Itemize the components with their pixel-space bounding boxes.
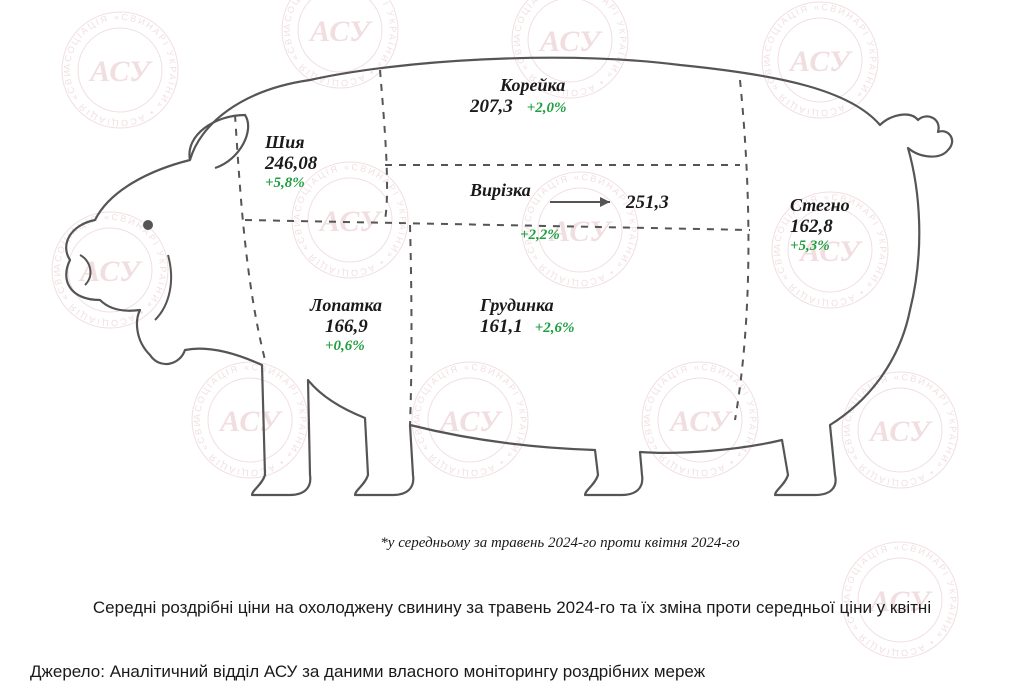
cut-shoulder: Лопатка 166,9 +0,6% xyxy=(310,295,382,355)
pig-eye xyxy=(143,220,153,230)
cut-loin-price: 207,3 xyxy=(470,96,513,117)
svg-text:АСОЦІАЦІЯ «СВИНАРІ УКРАЇНИ» •: АСОЦІАЦІЯ «СВИНАРІ УКРАЇНИ» • АСОЦІАЦІЯ … xyxy=(835,535,958,658)
cut-loin-change: +2,0% xyxy=(527,100,567,116)
cut-belly: Грудинка 161,1 +2,6% xyxy=(480,295,575,338)
cut-shoulder-change: +0,6% xyxy=(325,338,382,355)
cut-ham-name: Стегно xyxy=(790,195,850,216)
cut-ham-price: 162,8 xyxy=(790,216,850,238)
infographic-canvas: АСОЦІАЦІЯ «СВИНАРІ УКРАЇНИ» • АСОЦІАЦІЯ … xyxy=(0,0,1024,696)
cut-neck-price: 246,08 xyxy=(265,153,317,175)
cut-neck: Шия 246,08 +5,8% xyxy=(265,132,317,192)
cut-belly-name: Грудинка xyxy=(480,295,575,316)
pig-jowl xyxy=(155,255,171,320)
cut-boundaries xyxy=(235,70,750,425)
pig-outline xyxy=(66,58,952,495)
cut-ham: Стегно 162,8 +5,3% xyxy=(790,195,850,255)
cut-tender-name: Вирізка xyxy=(470,180,560,201)
source-line: Джерело: Аналітичний відділ АСУ за даним… xyxy=(30,662,994,682)
cut-belly-price: 161,1 xyxy=(480,316,523,337)
cut-neck-name: Шия xyxy=(265,132,317,153)
footnote: *у середньому за травень 2024-го проти к… xyxy=(280,535,840,552)
caption: Середні роздрібні ціни на охолоджену сви… xyxy=(0,598,1024,618)
cut-loin-name: Корейка xyxy=(500,75,567,96)
cut-shoulder-name: Лопатка xyxy=(310,295,382,316)
cut-shoulder-price: 166,9 xyxy=(325,316,382,338)
cut-tender-price: 251,3 xyxy=(626,192,669,214)
pig-snout-detail xyxy=(80,255,90,285)
pig-diagram: Шия 246,08 +5,8% Корейка 207,3 +2,0% Вир… xyxy=(40,20,980,530)
cut-tender-change: +2,2% xyxy=(520,227,560,244)
cut-belly-change: +2,6% xyxy=(535,320,575,336)
cut-neck-change: +5,8% xyxy=(265,175,317,192)
cut-tender: Вирізка +2,2% xyxy=(470,180,560,244)
cut-tender-price-box: 251,3 xyxy=(626,192,669,214)
cut-ham-change: +5,3% xyxy=(790,238,850,255)
cut-loin: Корейка 207,3 +2,0% xyxy=(470,75,567,118)
